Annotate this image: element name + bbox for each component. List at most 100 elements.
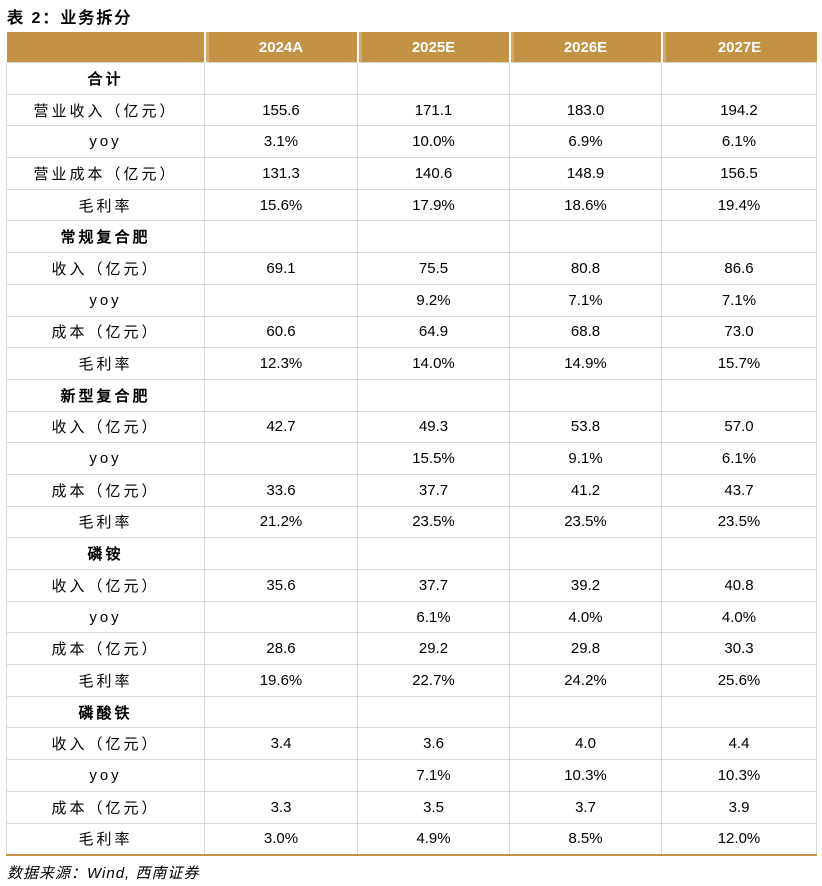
column-header: 2026E: [508, 32, 662, 63]
table-cell: 131.3: [204, 157, 358, 190]
table-cell: [661, 220, 817, 254]
table-cell: [204, 759, 358, 792]
column-header: 2024A: [203, 32, 358, 63]
table-cell: [204, 283, 358, 317]
table-cell: 73.0: [661, 315, 817, 349]
table-cell: [357, 62, 510, 95]
row-label: 新型复合肥: [6, 378, 205, 412]
row-label: 毛利率: [6, 505, 205, 539]
table-cell: [204, 442, 358, 475]
table-row: 成本（亿元） 3.3 3.5 3.7 3.9: [6, 790, 817, 824]
table-cell: [204, 600, 358, 634]
table-cell: [204, 537, 358, 570]
table-cell: 42.7: [204, 410, 358, 444]
table-cell: [204, 378, 358, 412]
row-label: 成本（亿元）: [6, 473, 205, 507]
section-row: 常规复合肥: [6, 220, 817, 254]
table-row: 营业收入（亿元） 155.6 171.1 183.0 194.2: [6, 93, 817, 127]
table-cell: 140.6: [357, 157, 510, 190]
table-cell: [509, 695, 662, 729]
table-cell: 3.4: [204, 727, 358, 761]
table-row: yoy 6.1% 4.0% 4.0%: [6, 600, 817, 634]
table-row: 毛利率 21.2% 23.5% 23.5% 23.5%: [6, 505, 817, 539]
table-cell: 9.2%: [357, 283, 510, 317]
table-cell: 4.0%: [509, 600, 662, 634]
row-label: 毛利率: [6, 822, 205, 857]
table-cell: 22.7%: [357, 664, 510, 697]
row-label: 收入（亿元）: [6, 252, 205, 285]
row-label: 成本（亿元）: [6, 632, 205, 666]
table-row: 收入（亿元） 42.7 49.3 53.8 57.0: [6, 410, 817, 444]
table-cell: [661, 378, 817, 412]
table-cell: 10.0%: [357, 125, 510, 159]
table-cell: 37.7: [357, 569, 510, 602]
table-cell: 4.4: [661, 727, 817, 761]
table-cell: [509, 62, 662, 95]
section-row: 磷酸铁: [6, 695, 817, 729]
table-cell: 12.3%: [204, 347, 358, 380]
column-header: 2025E: [356, 32, 510, 63]
section-row: 磷铵: [6, 537, 817, 570]
table-cell: 29.8: [509, 632, 662, 666]
table-cell: 3.5: [357, 790, 510, 824]
row-label: 磷酸铁: [6, 695, 205, 729]
row-label: yoy: [6, 283, 205, 317]
row-label: 收入（亿元）: [6, 569, 205, 602]
business-breakdown-table: 2024A 2025E 2026E 2027E 合计 营业收入（亿元） 155.6 171.…: [6, 32, 817, 857]
table-cell: 19.6%: [204, 664, 358, 697]
table-cell: [661, 695, 817, 729]
table-cell: 33.6: [204, 473, 358, 507]
table-cell: 4.0: [509, 727, 662, 761]
table-cell: 15.7%: [661, 347, 817, 380]
table-cell: 41.2: [509, 473, 662, 507]
table-cell: 15.5%: [357, 442, 510, 475]
row-label: 收入（亿元）: [6, 727, 205, 761]
row-label: 合计: [6, 62, 205, 95]
table-cell: 68.8: [509, 315, 662, 349]
row-label: yoy: [6, 125, 205, 159]
table-cell: 23.5%: [661, 505, 817, 539]
header-row: 2024A 2025E 2026E 2027E: [6, 32, 817, 63]
table-row: 毛利率 15.6% 17.9% 18.6% 19.4%: [6, 188, 817, 222]
table-row: yoy 9.2% 7.1% 7.1%: [6, 283, 817, 317]
table-cell: 6.9%: [509, 125, 662, 159]
table-row: 营业成本（亿元） 131.3 140.6 148.9 156.5: [6, 157, 817, 190]
table-cell: 23.5%: [509, 505, 662, 539]
table-cell: 4.0%: [661, 600, 817, 634]
table-cell: 69.1: [204, 252, 358, 285]
table-cell: 12.0%: [661, 822, 817, 857]
row-label: 毛利率: [6, 188, 205, 222]
table-cell: 183.0: [509, 93, 662, 127]
table-cell: 10.3%: [509, 759, 662, 792]
table-row: 毛利率 12.3% 14.0% 14.9% 15.7%: [6, 347, 817, 380]
table-cell: 53.8: [509, 410, 662, 444]
table-cell: 24.2%: [509, 664, 662, 697]
section-row: 合计: [6, 62, 817, 95]
row-label: yoy: [6, 759, 205, 792]
table-cell: 8.5%: [509, 822, 662, 857]
row-label: 成本（亿元）: [6, 790, 205, 824]
table-title: 表 2：业务拆分: [7, 10, 133, 27]
row-label: 营业成本（亿元）: [6, 157, 205, 190]
table-cell: 35.6: [204, 569, 358, 602]
row-label: 收入（亿元）: [6, 410, 205, 444]
table-cell: 60.6: [204, 315, 358, 349]
table-cell: 15.6%: [204, 188, 358, 222]
table-cell: 21.2%: [204, 505, 358, 539]
table-cell: [661, 62, 817, 95]
table-cell: 64.9: [357, 315, 510, 349]
table-row: yoy 15.5% 9.1% 6.1%: [6, 442, 817, 475]
source-note: 数据来源：Wind, 西南证券: [7, 865, 200, 882]
row-label: 常规复合肥: [6, 220, 205, 254]
table-row: 成本（亿元） 33.6 37.7 41.2 43.7: [6, 473, 817, 507]
column-header: 2027E: [660, 32, 817, 63]
table-row: 毛利率 3.0% 4.9% 8.5% 12.0%: [6, 822, 817, 857]
table-cell: [357, 695, 510, 729]
table-cell: [509, 378, 662, 412]
table-cell: [509, 537, 662, 570]
table-cell: 14.0%: [357, 347, 510, 380]
table-cell: 37.7: [357, 473, 510, 507]
table-cell: 23.5%: [357, 505, 510, 539]
table-cell: 40.8: [661, 569, 817, 602]
table-cell: 17.9%: [357, 188, 510, 222]
